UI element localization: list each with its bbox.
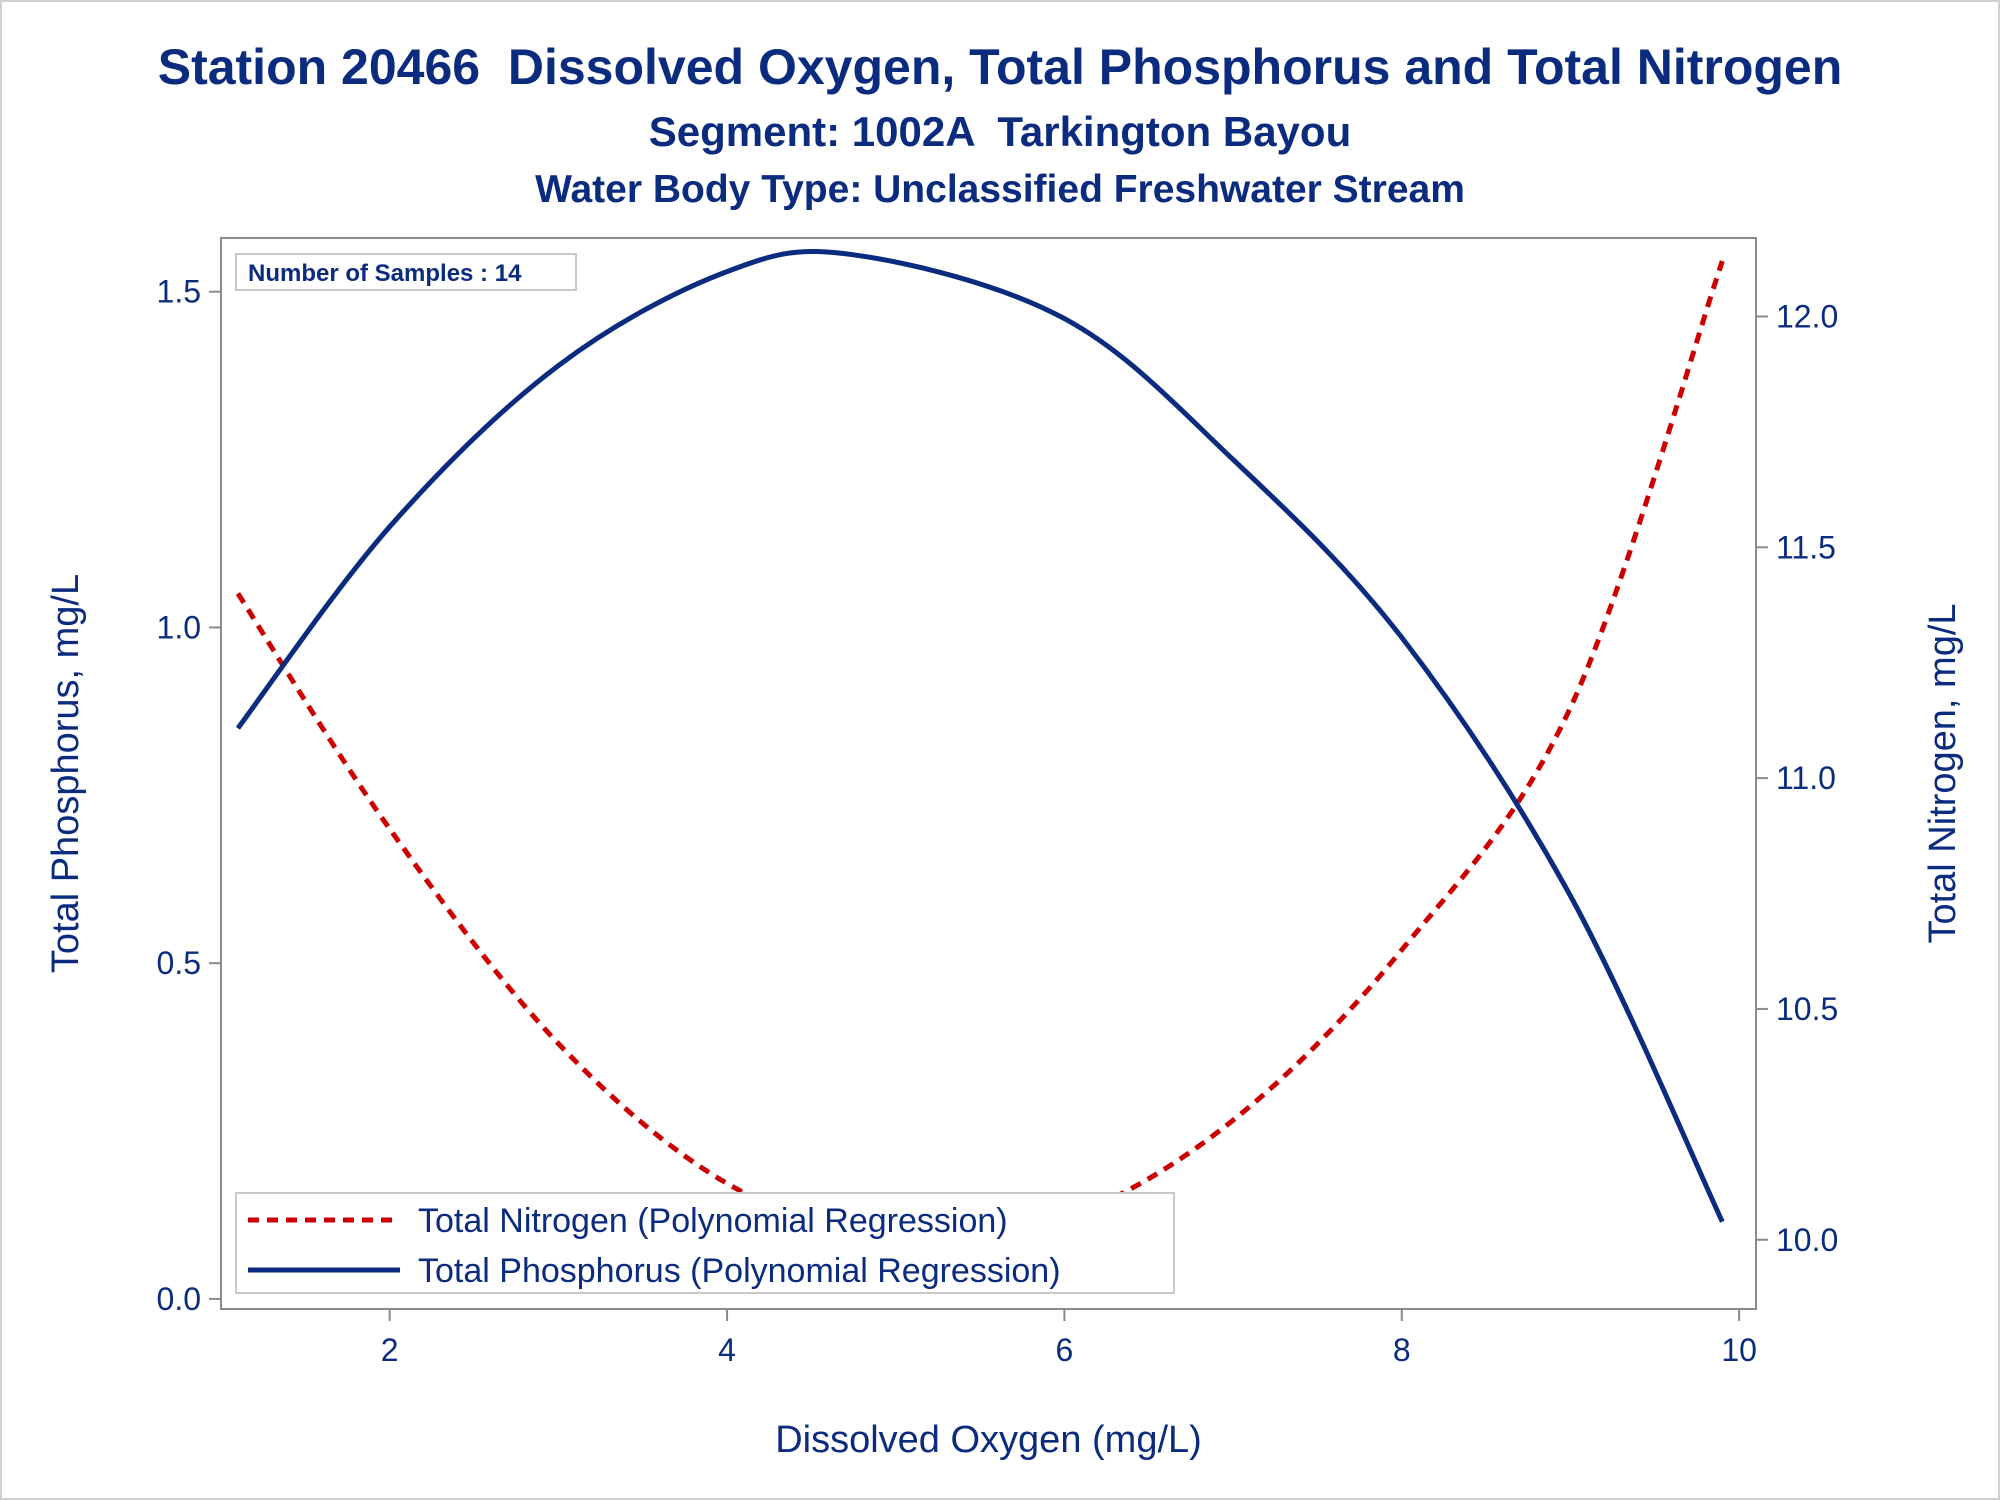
legend-label-phosphorus: Total Phosphorus (Polynomial Regression): [418, 1252, 1061, 1290]
y-tick-label: 0.5: [157, 945, 201, 981]
x-axis: 2 4 6 8 10: [381, 1309, 1757, 1368]
sample-count-box: Number of Samples : 14: [235, 253, 577, 291]
x-tick-label: 10: [1721, 1332, 1757, 1368]
x-tick-label: 8: [1393, 1332, 1411, 1368]
y-tick-label: 1.5: [157, 274, 201, 310]
legend: Total Nitrogen (Polynomial Regression) T…: [235, 1192, 1175, 1294]
y2-tick-label: 11.5: [1776, 529, 1836, 565]
y-tick-label: 0.0: [157, 1281, 201, 1317]
x-axis-label: Dissolved Oxygen (mg/L): [775, 1419, 1202, 1461]
x-tick-label: 6: [1056, 1332, 1074, 1368]
y-axis-label-left: Total Phosphorus, mg/L: [45, 574, 87, 973]
y2-tick-label: 11.0: [1776, 760, 1836, 796]
y-axis-left: 0.0 0.5 1.0 1.5: [157, 274, 221, 1317]
y-axis-label-right: Total Nitrogen, mg/L: [1922, 603, 1964, 943]
x-tick-label: 4: [718, 1332, 736, 1368]
y2-tick-label: 10.5: [1776, 991, 1838, 1027]
legend-label-nitrogen: Total Nitrogen (Polynomial Regression): [418, 1202, 1008, 1240]
y-tick-label: 1.0: [157, 609, 201, 645]
plot-area: [220, 237, 1757, 1310]
y-axis-right: 10.0 10.5 11.0 11.5 12.0: [1756, 298, 1838, 1258]
series-line-phosphorus: [235, 249, 1725, 1223]
y2-tick-label: 10.0: [1776, 1222, 1838, 1258]
sample-count-text: Number of Samples : 14: [248, 260, 522, 287]
series-layer: [235, 249, 1725, 1245]
y2-tick-label: 12.0: [1776, 298, 1838, 334]
series-line-nitrogen: [235, 260, 1725, 1245]
chart-subtitle-2: Water Body Type: Unclassified Freshwater…: [535, 168, 1465, 211]
chart-title: Station 20466 Dissolved Oxygen, Total Ph…: [157, 39, 1843, 95]
chart-subtitle: Segment: 1002A Tarkington Bayou: [648, 108, 1352, 155]
x-tick-label: 2: [381, 1332, 399, 1368]
